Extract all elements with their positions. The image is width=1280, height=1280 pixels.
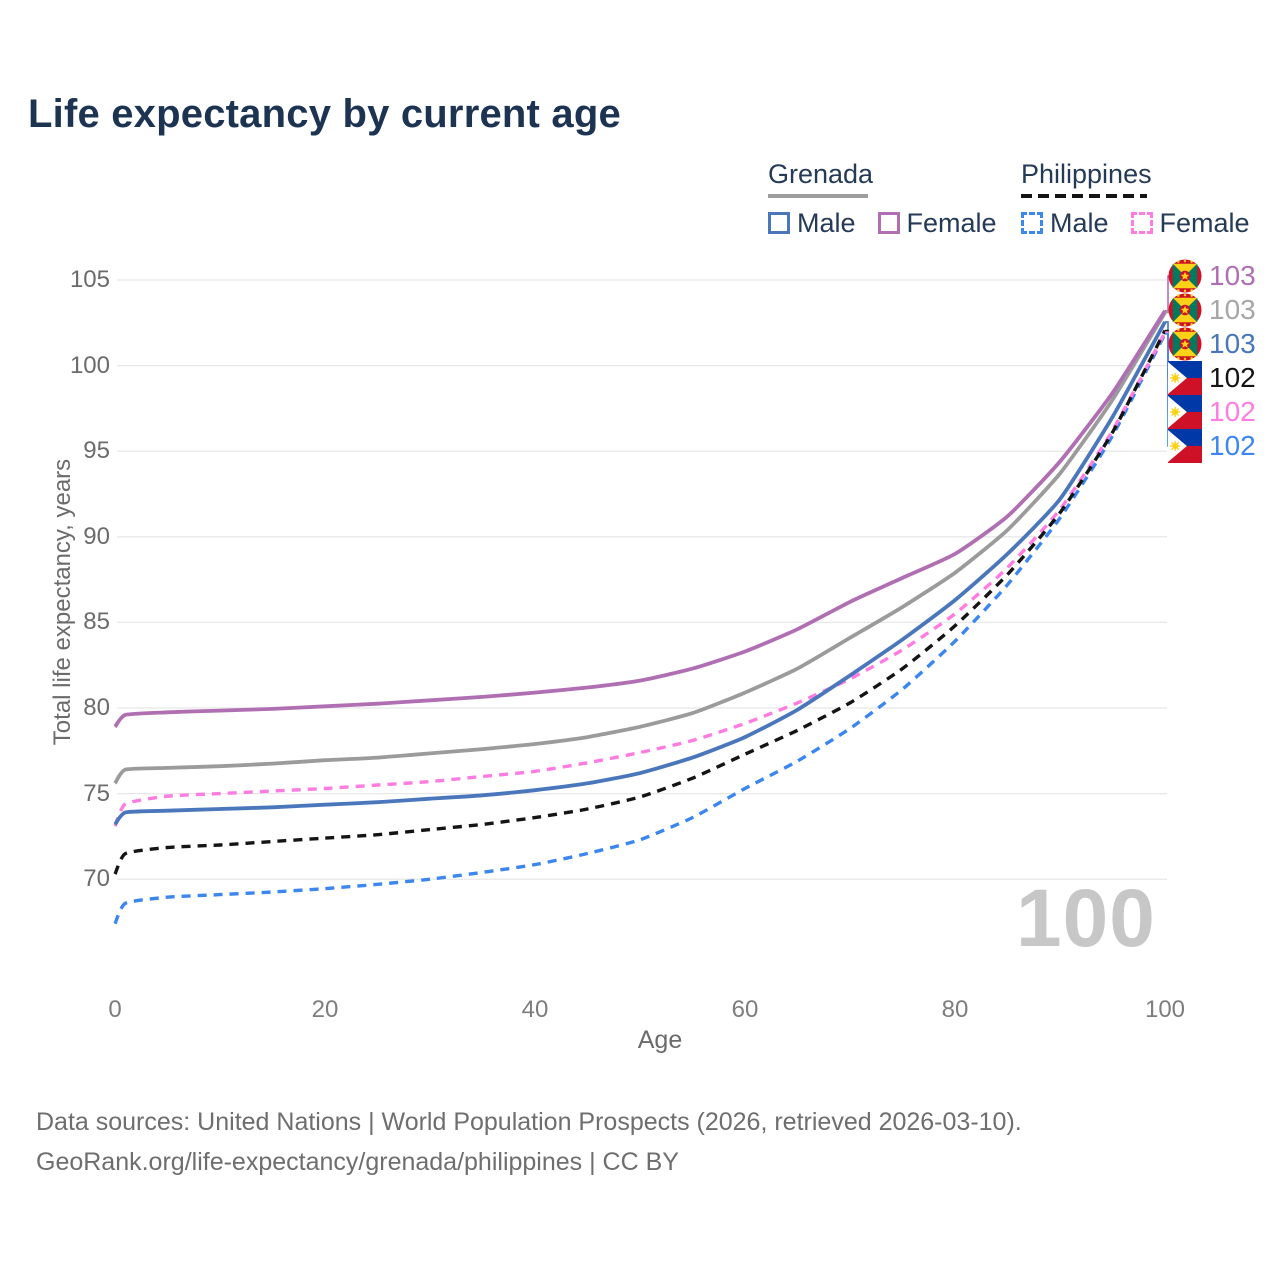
footer-link[interactable]: GeoRank.org/life-expectancy/grenada/phil… bbox=[36, 1148, 679, 1176]
callout-philippines-male: 102 bbox=[1168, 428, 1256, 464]
x-tick-label: 20 bbox=[311, 996, 339, 1023]
y-tick-label: 75 bbox=[83, 779, 110, 807]
legend-item-philippines-male[interactable]: Male bbox=[1021, 208, 1109, 239]
y-tick-label: 95 bbox=[83, 437, 110, 465]
age-watermark: 100 bbox=[1016, 873, 1156, 964]
y-tick-label: 80 bbox=[83, 694, 110, 721]
end-value-label: 103 bbox=[1209, 328, 1256, 359]
x-tick-label: 0 bbox=[108, 996, 122, 1023]
grenada-flag-icon bbox=[1168, 259, 1202, 293]
legend-item-label: Male bbox=[797, 207, 856, 238]
legend-underline-grenada bbox=[768, 193, 868, 198]
callout-philippines-female: 102 bbox=[1168, 394, 1256, 430]
legend-item-grenada-female[interactable]: Female bbox=[877, 207, 997, 239]
legend-title-grenada[interactable]: Grenada bbox=[768, 159, 874, 189]
end-value-label: 102 bbox=[1209, 430, 1256, 461]
legend-item-label: Female bbox=[1159, 207, 1250, 238]
philippines-flag-icon bbox=[1168, 395, 1202, 429]
x-axis-title: Age bbox=[637, 1026, 683, 1054]
y-tick-label: 100 bbox=[69, 351, 110, 379]
legend-swatch-icon bbox=[768, 212, 790, 235]
legend-group-grenada: Grenada Male Female bbox=[768, 159, 997, 239]
callout-philippines: 102 bbox=[1168, 360, 1256, 396]
end-value-label: 102 bbox=[1209, 396, 1256, 427]
y-tick-label: 90 bbox=[83, 522, 110, 550]
philippines-flag-icon bbox=[1168, 429, 1202, 463]
page-title: Life expectancy by current age bbox=[28, 92, 621, 136]
legend-item-label: Female bbox=[906, 207, 997, 238]
x-tick-label: 80 bbox=[941, 996, 969, 1023]
legend-swatch-icon bbox=[877, 212, 900, 235]
legend-underline-philippines bbox=[1021, 193, 1147, 198]
x-tick-label: 60 bbox=[731, 996, 759, 1023]
footer-data-sources: Data sources: United Nations | World Pop… bbox=[36, 1108, 1022, 1136]
y-tick-label: 70 bbox=[83, 865, 110, 893]
legend-swatch-icon bbox=[1130, 212, 1153, 235]
legend-swatch-icon bbox=[1021, 212, 1043, 235]
legend-item-philippines-female[interactable]: Female bbox=[1130, 207, 1250, 239]
callout-grenada-male: 103 bbox=[1168, 326, 1256, 362]
end-value-label: 103 bbox=[1209, 260, 1256, 291]
y-tick-label: 85 bbox=[83, 608, 110, 636]
y-axis-title: Total life expectancy, years bbox=[49, 458, 76, 746]
x-tick-label: 100 bbox=[1144, 996, 1186, 1023]
x-tick-label: 40 bbox=[521, 996, 549, 1023]
plot-area[interactable] bbox=[115, 268, 1167, 930]
philippines-flag-icon bbox=[1168, 361, 1202, 395]
legend-title-philippines[interactable]: Philippines bbox=[1021, 159, 1152, 189]
legend-item-label: Male bbox=[1050, 207, 1109, 238]
grenada-flag-icon bbox=[1168, 293, 1202, 327]
end-value-label: 103 bbox=[1209, 294, 1256, 325]
legend-item-grenada-male[interactable]: Male bbox=[768, 208, 856, 239]
end-value-label: 102 bbox=[1209, 362, 1256, 393]
callout-grenada: 103 bbox=[1168, 292, 1256, 328]
y-tick-label: 105 bbox=[69, 266, 110, 293]
callout-grenada-female: 103 bbox=[1168, 258, 1256, 294]
legend-group-philippines: Philippines Male Female bbox=[1021, 159, 1250, 239]
grenada-flag-icon bbox=[1168, 327, 1202, 361]
